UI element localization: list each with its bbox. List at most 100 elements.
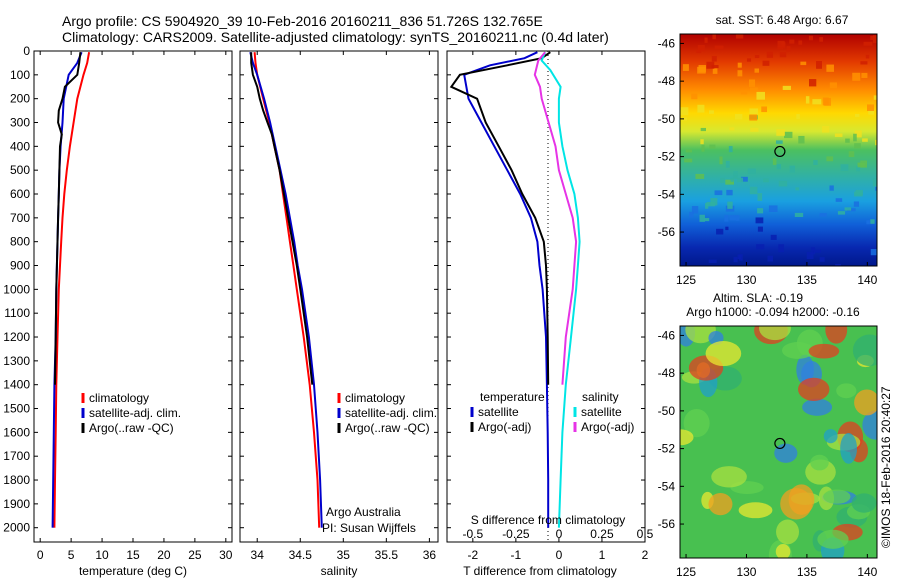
series-line-2 bbox=[54, 52, 82, 385]
sst-texture bbox=[835, 263, 841, 266]
sla-texture bbox=[817, 529, 849, 549]
sst-texture bbox=[725, 179, 734, 185]
sla-texture bbox=[852, 334, 877, 367]
legend-title-salinity: salinity bbox=[582, 390, 619, 404]
sst-texture bbox=[708, 259, 717, 263]
sst-texture bbox=[863, 41, 873, 46]
sst-texture bbox=[767, 255, 774, 262]
lon-tick-label: 140 bbox=[857, 273, 877, 287]
salinity-axes bbox=[239, 50, 439, 543]
temperature-panel: 0100200300400500600700800900100011001200… bbox=[3, 44, 233, 578]
sst-texture bbox=[755, 217, 764, 224]
sst-texture bbox=[726, 189, 733, 196]
sst-texture bbox=[789, 165, 795, 173]
lon-tick-label: 130 bbox=[736, 565, 756, 579]
sst-texture bbox=[778, 180, 788, 187]
sst-texture bbox=[770, 234, 777, 240]
sst-texture bbox=[798, 40, 803, 45]
sst-texture bbox=[681, 117, 688, 121]
sst-texture bbox=[729, 215, 737, 221]
sst-texture bbox=[729, 127, 735, 131]
sst-texture bbox=[866, 220, 870, 225]
sst-texture bbox=[735, 34, 744, 39]
sst-texture bbox=[800, 61, 807, 66]
series-line-3 bbox=[533, 51, 578, 385]
pi-label: PI: Susan Wijffels bbox=[322, 521, 416, 535]
sla-texture bbox=[782, 342, 814, 359]
sla-map-title-line-1: Altim. SLA: -0.19 bbox=[713, 291, 803, 305]
sst-texture bbox=[852, 72, 861, 81]
depth-tick-label: 1200 bbox=[3, 330, 30, 344]
sst-texture bbox=[813, 160, 818, 165]
top-tick-label: 0.5 bbox=[637, 527, 654, 541]
sla-texture bbox=[823, 489, 851, 504]
sst-texture bbox=[845, 138, 850, 143]
legend-entry-label: climatology bbox=[89, 391, 149, 405]
sst-texture bbox=[733, 171, 738, 179]
sst-texture bbox=[829, 82, 838, 89]
sst-texture bbox=[750, 87, 758, 92]
sst-texture bbox=[680, 107, 689, 116]
sst-texture bbox=[768, 205, 778, 213]
sst-texture bbox=[691, 93, 698, 100]
temperature-series bbox=[51, 51, 91, 528]
sla-texture bbox=[825, 326, 848, 344]
sst-texture bbox=[704, 218, 710, 222]
sst-texture bbox=[775, 140, 783, 144]
sst-texture bbox=[736, 215, 740, 221]
sst-texture bbox=[835, 198, 843, 202]
sst-texture bbox=[762, 60, 770, 66]
difference-series bbox=[449, 51, 581, 528]
sst-texture bbox=[708, 110, 714, 114]
sst-texture bbox=[853, 133, 857, 142]
sst-texture bbox=[870, 35, 877, 41]
sst-texture bbox=[700, 139, 704, 145]
sst-texture bbox=[856, 165, 861, 172]
sst-texture bbox=[854, 191, 863, 197]
sst-texture bbox=[699, 214, 705, 222]
series-line-2 bbox=[250, 52, 314, 385]
sst-texture bbox=[808, 35, 814, 41]
depth-tick-label: 700 bbox=[10, 211, 30, 225]
sst-texture bbox=[810, 247, 816, 255]
depth-tick-label: 900 bbox=[10, 259, 30, 273]
lon-tick-label: 125 bbox=[676, 565, 696, 579]
series-line-0 bbox=[463, 51, 550, 528]
sla-texture bbox=[711, 466, 747, 488]
sst-texture bbox=[711, 64, 719, 69]
sst-texture bbox=[795, 187, 800, 191]
series-line-1 bbox=[449, 51, 551, 385]
sst-texture bbox=[706, 61, 715, 69]
sst-texture bbox=[766, 51, 774, 58]
lat-tick-label: -46 bbox=[658, 36, 676, 50]
argo-australia-label: Argo Australia bbox=[326, 505, 401, 519]
s-difference-xlabel: S difference from climatology bbox=[471, 513, 626, 527]
x-tick-label: 0 bbox=[556, 548, 563, 562]
x-tick-label: 35.5 bbox=[375, 548, 399, 562]
sst-map-ticks: 125 130 135 140 -46 -48 -50 -52 -54 -56 bbox=[658, 36, 878, 287]
x-tick-label: 25 bbox=[188, 548, 202, 562]
sst-texture bbox=[853, 201, 860, 207]
sst-texture bbox=[725, 160, 730, 168]
sst-texture bbox=[854, 143, 861, 149]
sst-texture bbox=[704, 37, 708, 43]
sst-texture bbox=[860, 61, 868, 65]
salinity-panel: 34 34.5 35 35.5 36 climatologysatellite-adj.… bbox=[239, 50, 439, 578]
sst-texture bbox=[829, 185, 834, 191]
depth-tick-label: 2000 bbox=[3, 521, 30, 535]
x-tick-label: 0 bbox=[37, 548, 44, 562]
sst-texture bbox=[776, 164, 782, 170]
sst-texture bbox=[685, 149, 693, 153]
sst-texture bbox=[740, 90, 748, 95]
sst-texture bbox=[691, 206, 699, 214]
sst-texture bbox=[786, 46, 791, 52]
sst-map-image bbox=[680, 34, 877, 266]
sst-texture bbox=[719, 156, 723, 165]
sst-texture bbox=[730, 177, 734, 182]
x-tick-label: -1 bbox=[511, 548, 522, 562]
lat-tick-label: -54 bbox=[658, 187, 676, 201]
depth-tick-label: 1100 bbox=[4, 306, 30, 320]
sst-texture bbox=[819, 257, 825, 262]
sst-texture bbox=[763, 178, 769, 183]
